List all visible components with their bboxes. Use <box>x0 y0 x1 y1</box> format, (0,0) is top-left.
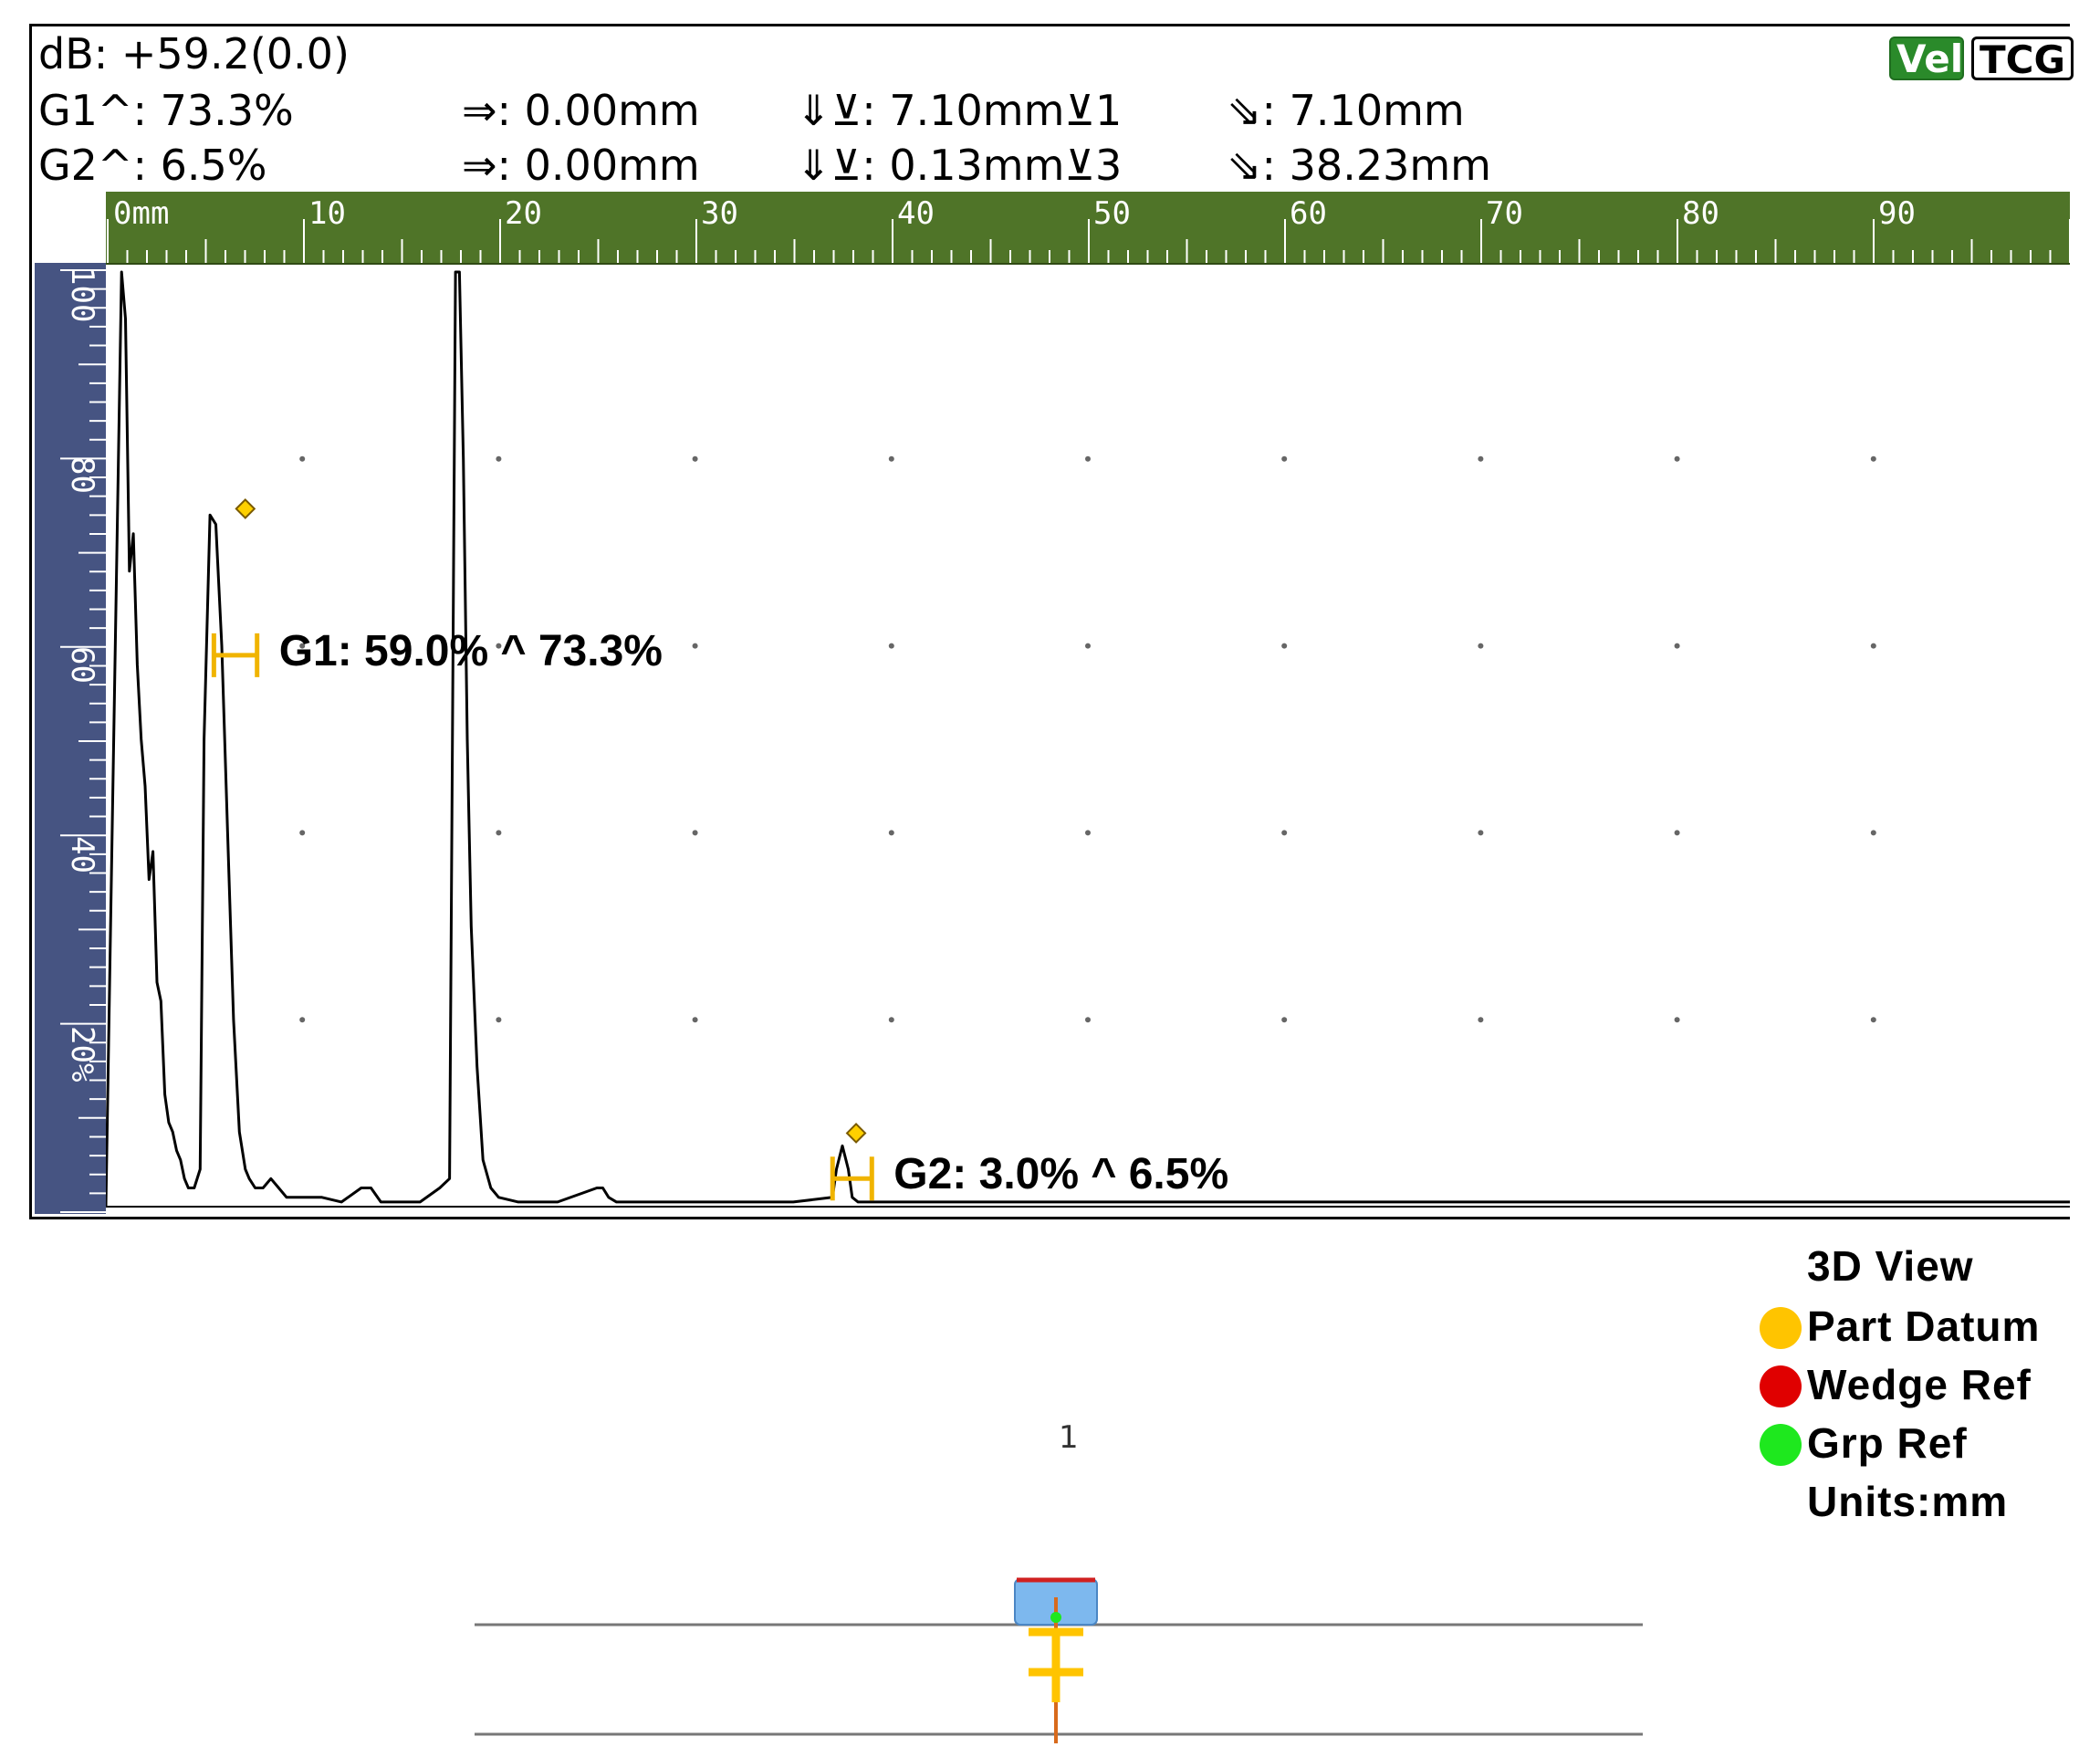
gate-peak-marker-icon <box>235 497 256 519</box>
grid-dot <box>1281 830 1288 836</box>
v-ruler-label: 60 <box>64 646 100 684</box>
h-ruler-label: 10 <box>308 195 346 232</box>
gate-1[interactable] <box>211 497 260 677</box>
grid-dot <box>1674 1017 1680 1023</box>
group-number-label: 1 <box>1059 1419 1079 1456</box>
grid-dot <box>1478 455 1484 462</box>
h-ruler-label: 80 <box>1682 195 1719 232</box>
g2-depth-readout: ⇓⊻: 0.13mm⊻3 <box>796 141 1123 190</box>
h-ruler-label: 60 <box>1290 195 1327 232</box>
grid-dot <box>1870 643 1876 649</box>
grid-dot <box>299 830 306 836</box>
legend-units: Units:mm <box>1807 1478 2009 1525</box>
a-scan-plot[interactable] <box>106 263 2070 1214</box>
legend-item-grp-ref: Grp Ref <box>1807 1419 1968 1467</box>
v-ruler-label: 40 <box>64 836 100 874</box>
grid-dot <box>1478 643 1484 649</box>
gate-1-label: G1: 59.0% ^ 73.3% <box>278 626 663 675</box>
vertical-ruler-ticks <box>60 269 106 1213</box>
v-ruler-label: 80 <box>64 456 100 494</box>
velocity-badge[interactable]: Vel <box>1889 37 1964 80</box>
legend-item-part-datum: Part Datum <box>1807 1302 2041 1350</box>
grid-dot <box>1085 455 1091 462</box>
grid-dot <box>1870 1017 1876 1023</box>
grid-dot <box>888 643 894 649</box>
h-ruler-label: 20 <box>505 195 542 232</box>
grid-dot <box>1674 643 1680 649</box>
h-ruler-label: 50 <box>1093 195 1131 232</box>
grid-dot <box>1085 830 1091 836</box>
g1-surface-distance-readout: ⇘: 7.10mm <box>1227 86 1465 135</box>
grid-dot <box>1281 455 1288 462</box>
g2-surface-distance-readout: ⇘: 38.23mm <box>1227 141 1491 190</box>
legend-item-wedge-ref: Wedge Ref <box>1807 1361 2032 1408</box>
grid-dot <box>1478 1017 1484 1023</box>
grid-dot <box>888 1017 894 1023</box>
grid-dot <box>1085 1017 1091 1023</box>
grid-dot <box>888 455 894 462</box>
h-ruler-label: 0mm <box>113 195 170 232</box>
grid-dot <box>299 1017 306 1023</box>
g2-sound-path-readout: ⇒: 0.00mm <box>462 141 700 190</box>
gate-peak-marker-icon <box>845 1123 867 1144</box>
g1-amplitude-readout: G1^: 73.3% <box>38 86 294 135</box>
grid-dot <box>1281 643 1288 649</box>
h-ruler-label: 90 <box>1878 195 1916 232</box>
grid-dot <box>1870 830 1876 836</box>
wedge-ref-color-dot <box>1760 1365 1802 1407</box>
a-scan-waveform <box>106 270 2070 1208</box>
grid-dot <box>692 830 698 836</box>
3d-view-canvas[interactable] <box>456 1406 1643 1743</box>
g2-amplitude-readout: G2^: 6.5% <box>38 141 267 190</box>
v-ruler-label: 20% <box>64 1026 100 1083</box>
horizontal-ruler-ticks <box>107 219 2070 263</box>
horizontal-ruler: 0mm 10 20 30 40 50 60 70 80 90 <box>106 192 2070 265</box>
h-ruler-label: 70 <box>1486 195 1523 232</box>
grid-dot <box>496 1017 502 1023</box>
tcg-badge[interactable]: TCG <box>1971 37 2074 81</box>
db-readout: dB: +59.2(0.0) <box>38 29 350 78</box>
grp-ref-color-dot <box>1760 1424 1802 1466</box>
grid-dot <box>692 643 698 649</box>
grid-dot <box>1085 643 1091 649</box>
h-ruler-label: 40 <box>897 195 935 232</box>
grid-dot <box>692 1017 698 1023</box>
grid-dot <box>1674 455 1680 462</box>
grid-dot <box>496 643 502 649</box>
grid-dot <box>1870 455 1876 462</box>
grid-dot <box>1674 830 1680 836</box>
legend-title: 3D View <box>1807 1242 1974 1290</box>
grid-dot <box>496 830 502 836</box>
grid-dot <box>1478 830 1484 836</box>
grid-dot <box>888 830 894 836</box>
grid-dot <box>692 455 698 462</box>
part-datum-color-dot <box>1760 1307 1802 1349</box>
grid-dot <box>299 455 306 462</box>
grp-ref-marker <box>1050 1612 1061 1623</box>
g1-sound-path-readout: ⇒: 0.00mm <box>462 86 700 135</box>
gate-2[interactable] <box>830 1123 874 1201</box>
grid-dot <box>1281 1017 1288 1023</box>
gate-2-label: G2: 3.0% ^ 6.5% <box>893 1150 1229 1199</box>
v-ruler-label: 100 <box>64 267 100 323</box>
grid-dot <box>299 643 306 649</box>
h-ruler-label: 30 <box>701 195 738 232</box>
vertical-ruler: 100 80 60 40 20% <box>35 263 106 1214</box>
grid-dot <box>496 455 502 462</box>
g1-depth-readout: ⇓⊻: 7.10mm⊻1 <box>796 86 1123 135</box>
